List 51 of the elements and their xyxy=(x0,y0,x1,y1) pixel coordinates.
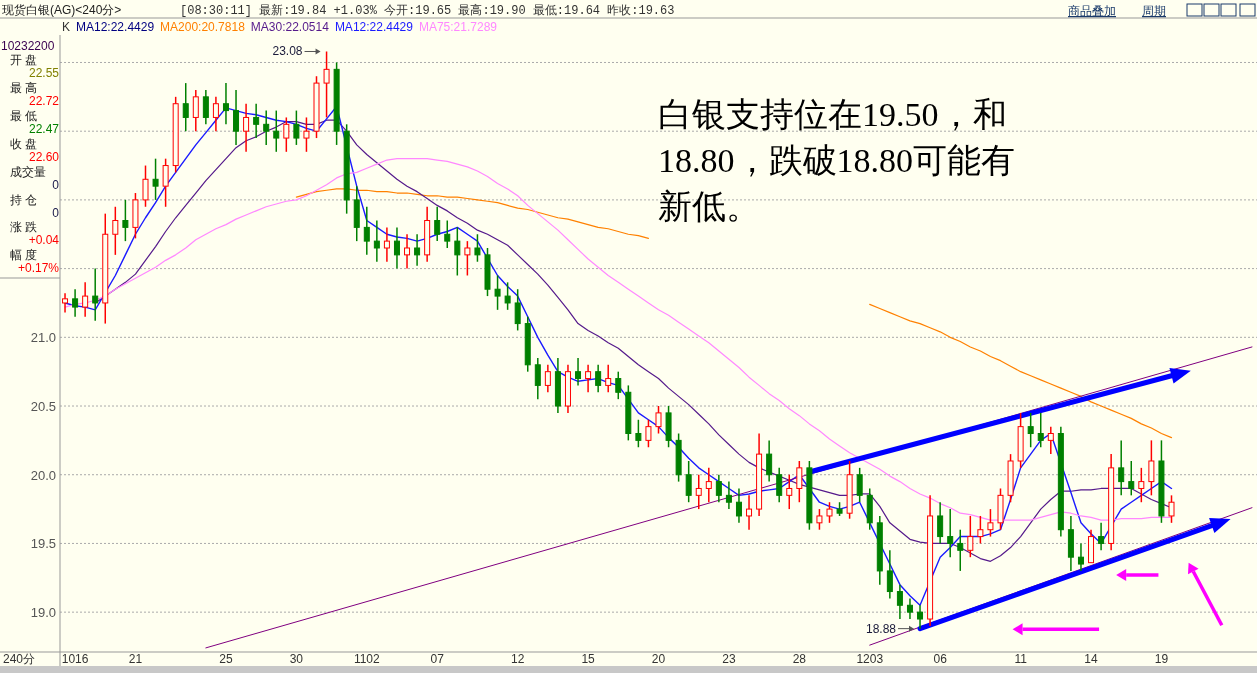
x-tick-label: 15 xyxy=(581,652,596,666)
annotation: 18.88 xyxy=(866,621,915,636)
x-tick-label: 20 xyxy=(651,652,666,666)
y-tick-label: 19.0 xyxy=(30,605,56,621)
text: +0.04 xyxy=(28,233,60,248)
x-tick-label: 1102 xyxy=(353,652,381,666)
x-tick-label: 11 xyxy=(1014,652,1028,666)
y-tick-label: 21.0 xyxy=(30,330,56,346)
text: 商品叠加 xyxy=(1068,4,1116,18)
x-tick-label: 28 xyxy=(792,652,807,666)
text: 240分 xyxy=(3,652,36,666)
text: 开 盘 xyxy=(10,53,38,67)
x-tick-label: 30 xyxy=(289,652,304,666)
x-tick-label: 19 xyxy=(1154,652,1169,666)
annotation: 23.08 xyxy=(272,44,321,59)
x-tick-label: 14 xyxy=(1084,652,1099,666)
x-tick-label: 1203 xyxy=(856,652,884,666)
y-tick-label: 20.0 xyxy=(30,467,56,483)
annotation: 23.08 xyxy=(272,44,303,59)
text: 最 低 xyxy=(10,108,38,123)
y-tick-label: 19.5 xyxy=(30,536,56,552)
text: 收 盘 xyxy=(10,136,38,151)
text: 0 xyxy=(52,205,60,220)
x-tick-label: 12 xyxy=(511,652,525,666)
text: 22.47 xyxy=(28,121,60,136)
text: 幅 度 xyxy=(10,248,38,263)
text: 10232200 xyxy=(1,39,55,53)
legend: MA200:20.7818 MA30:22.0514 MA12:22.4429 MA75:21.7289 xyxy=(160,20,497,34)
text: K xyxy=(62,20,71,34)
text: 涨 跌 xyxy=(10,220,38,235)
text: 周期 xyxy=(1142,4,1166,18)
text: 0 xyxy=(52,177,60,192)
text: 22.55 xyxy=(28,66,60,80)
annotation: 18.88 xyxy=(866,621,897,636)
text: +0.17% xyxy=(17,261,60,276)
chart-subtitle: [08:30:11] 最新:19.84 +1.03% 今开:19.65 最高:19.90 最低:19.64 昨收:19.63 xyxy=(180,3,675,18)
text: 最 高 xyxy=(10,80,38,95)
x-tick-label: 23 xyxy=(722,652,736,666)
x-tick-label: 21 xyxy=(128,652,143,666)
x-tick-label: 07 xyxy=(430,652,445,666)
x-tick-label: 06 xyxy=(933,652,948,666)
chart-title: 现货白银(AG)<240分> xyxy=(2,3,122,17)
x-tick-label: 1016 xyxy=(61,652,89,666)
text: 持 仓 xyxy=(10,192,38,207)
y-tick-label: 20.5 xyxy=(30,399,56,415)
annotation: 白银支持位在19.50，和18.80，跌破18.80可能有新低。 xyxy=(658,95,1016,227)
text: MA12:22.4429 xyxy=(76,20,155,34)
text: 22.72 xyxy=(28,93,60,108)
x-tick-label: 25 xyxy=(219,652,233,666)
text: 22.60 xyxy=(28,149,60,164)
text: 成交量 xyxy=(10,164,46,179)
